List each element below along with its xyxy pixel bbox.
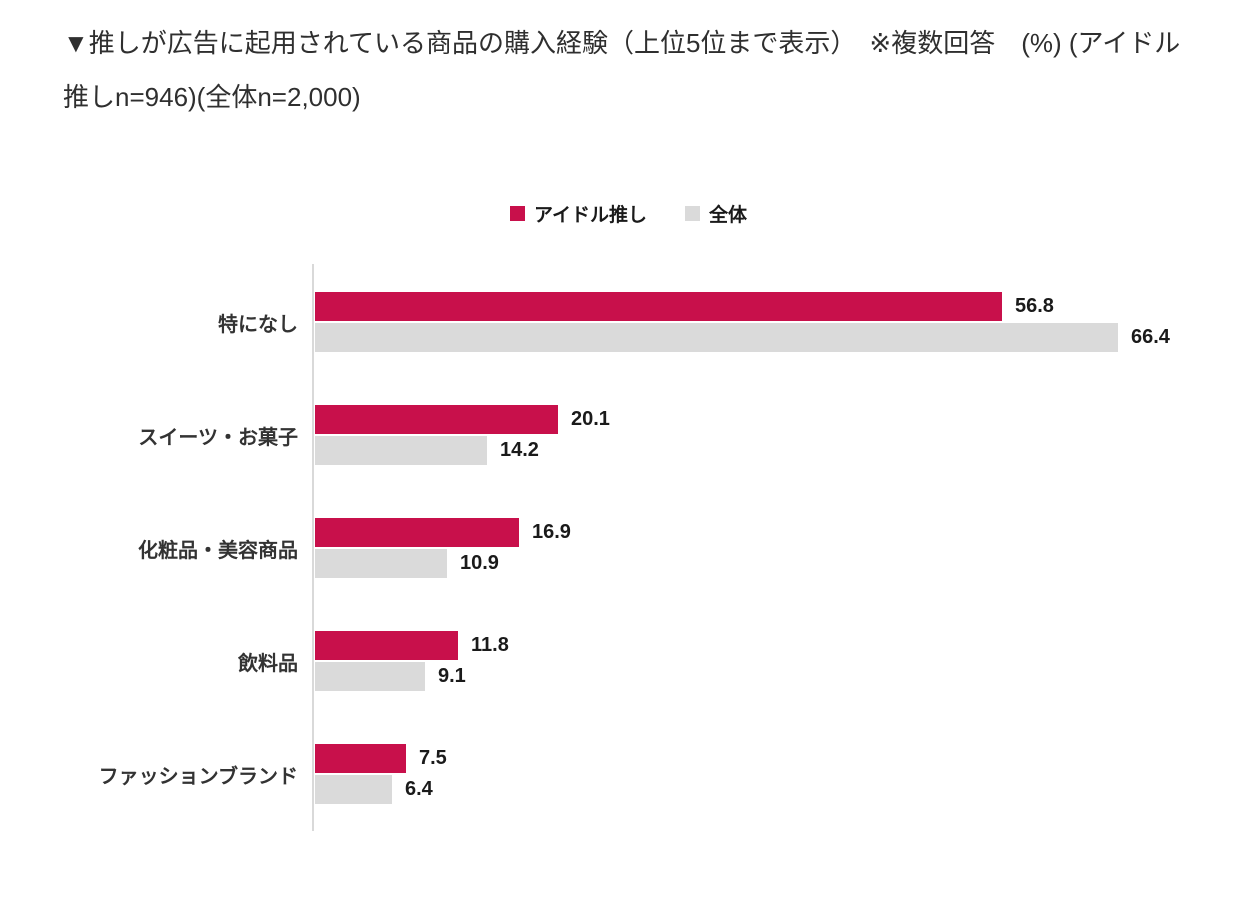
value-label: 56.8: [1015, 295, 1054, 317]
bar-idol: [315, 631, 458, 660]
bar-idol: [315, 292, 1002, 321]
category-label: 化粧品・美容商品: [138, 539, 298, 562]
value-label: 16.9: [532, 521, 571, 543]
value-label: 10.9: [460, 552, 499, 574]
bar-idol: [315, 518, 519, 547]
legend-swatch-overall-icon: [685, 206, 701, 221]
value-label: 14.2: [500, 439, 539, 461]
legend-swatch-idol-icon: [509, 206, 525, 221]
bar-overall: [315, 549, 447, 578]
legend-label-idol: アイドル推し: [533, 205, 648, 226]
bar-idol: [315, 744, 406, 773]
bar-idol: [315, 405, 558, 434]
value-label: 11.8: [471, 634, 509, 656]
legend-item-idol: アイドル推し: [509, 200, 648, 227]
value-label: 6.4: [405, 778, 433, 800]
bar-overall: [315, 323, 1118, 352]
legend-label-overall: 全体: [709, 205, 748, 226]
bar-overall: [315, 775, 392, 804]
y-axis-line: [312, 264, 314, 831]
category-label: 飲料品: [238, 652, 298, 675]
bar-overall: [315, 662, 425, 691]
chart-legend: アイドル推し 全体: [0, 200, 1257, 227]
bar-overall: [315, 436, 487, 465]
chart-title: ▼推しが広告に起用されている商品の購入経験（上位5位まで表示） ※複数回答 (%…: [63, 28, 1181, 112]
legend-item-overall: 全体: [685, 200, 747, 227]
value-label: 66.4: [1131, 326, 1170, 348]
value-label: 7.5: [419, 747, 447, 769]
category-label: ファッションブランド: [98, 765, 298, 788]
value-label: 20.1: [571, 408, 610, 430]
category-label: 特になし: [218, 313, 298, 336]
value-label: 9.1: [438, 665, 466, 687]
category-label: スイーツ・お菓子: [138, 426, 298, 449]
